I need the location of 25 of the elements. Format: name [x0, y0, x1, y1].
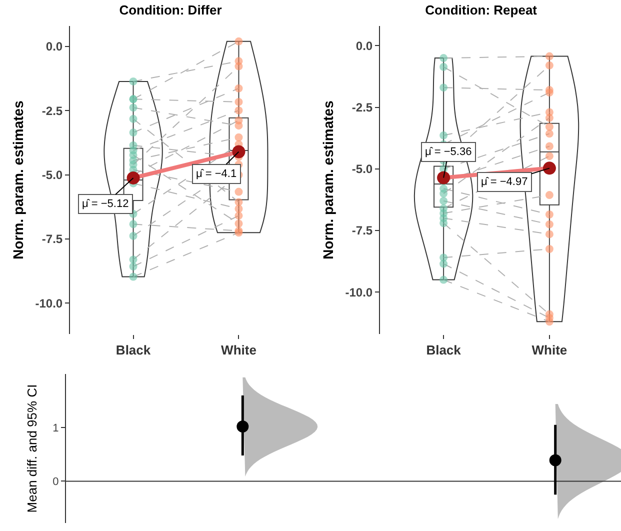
- y-tick-label: -5.0: [352, 162, 373, 176]
- x-tick-label: Black: [116, 342, 152, 358]
- y-tick-label: -10.0: [35, 296, 63, 310]
- y-tick-label: 0.0: [356, 38, 373, 53]
- y-tick-label: -2.5: [42, 104, 63, 118]
- annotation: μ̂ = −4.1: [196, 168, 237, 180]
- y-tick-label: 0: [52, 476, 59, 488]
- y-tick-label: -5.0: [42, 168, 63, 182]
- annotation: μ̂ = −5.12: [82, 198, 129, 210]
- x-tick-label: White: [221, 342, 256, 358]
- annotation: μ̂ = −5.36: [425, 146, 472, 158]
- annotation: μ̂ = −4.97: [481, 176, 528, 188]
- chart-title: Condition: Repeat: [425, 2, 538, 18]
- y-tick-label: -7.5: [352, 224, 373, 238]
- y-tick-label: 1: [52, 422, 59, 434]
- y-axis-title: Norm. param. estimates: [320, 100, 336, 260]
- x-tick-label: Black: [426, 342, 462, 358]
- chart-title: Condition: Differ: [119, 2, 222, 18]
- y-axis-title: Mean diff. and 95% CI: [24, 384, 40, 513]
- y-axis-title: Norm. param. estimates: [10, 100, 26, 260]
- y-tick-label: 0.0: [46, 40, 63, 54]
- y-tick-label: -10.0: [345, 285, 373, 300]
- y-tick-label: -7.5: [42, 232, 63, 246]
- x-tick-label: White: [532, 342, 568, 358]
- y-tick-label: -2.5: [352, 100, 373, 115]
